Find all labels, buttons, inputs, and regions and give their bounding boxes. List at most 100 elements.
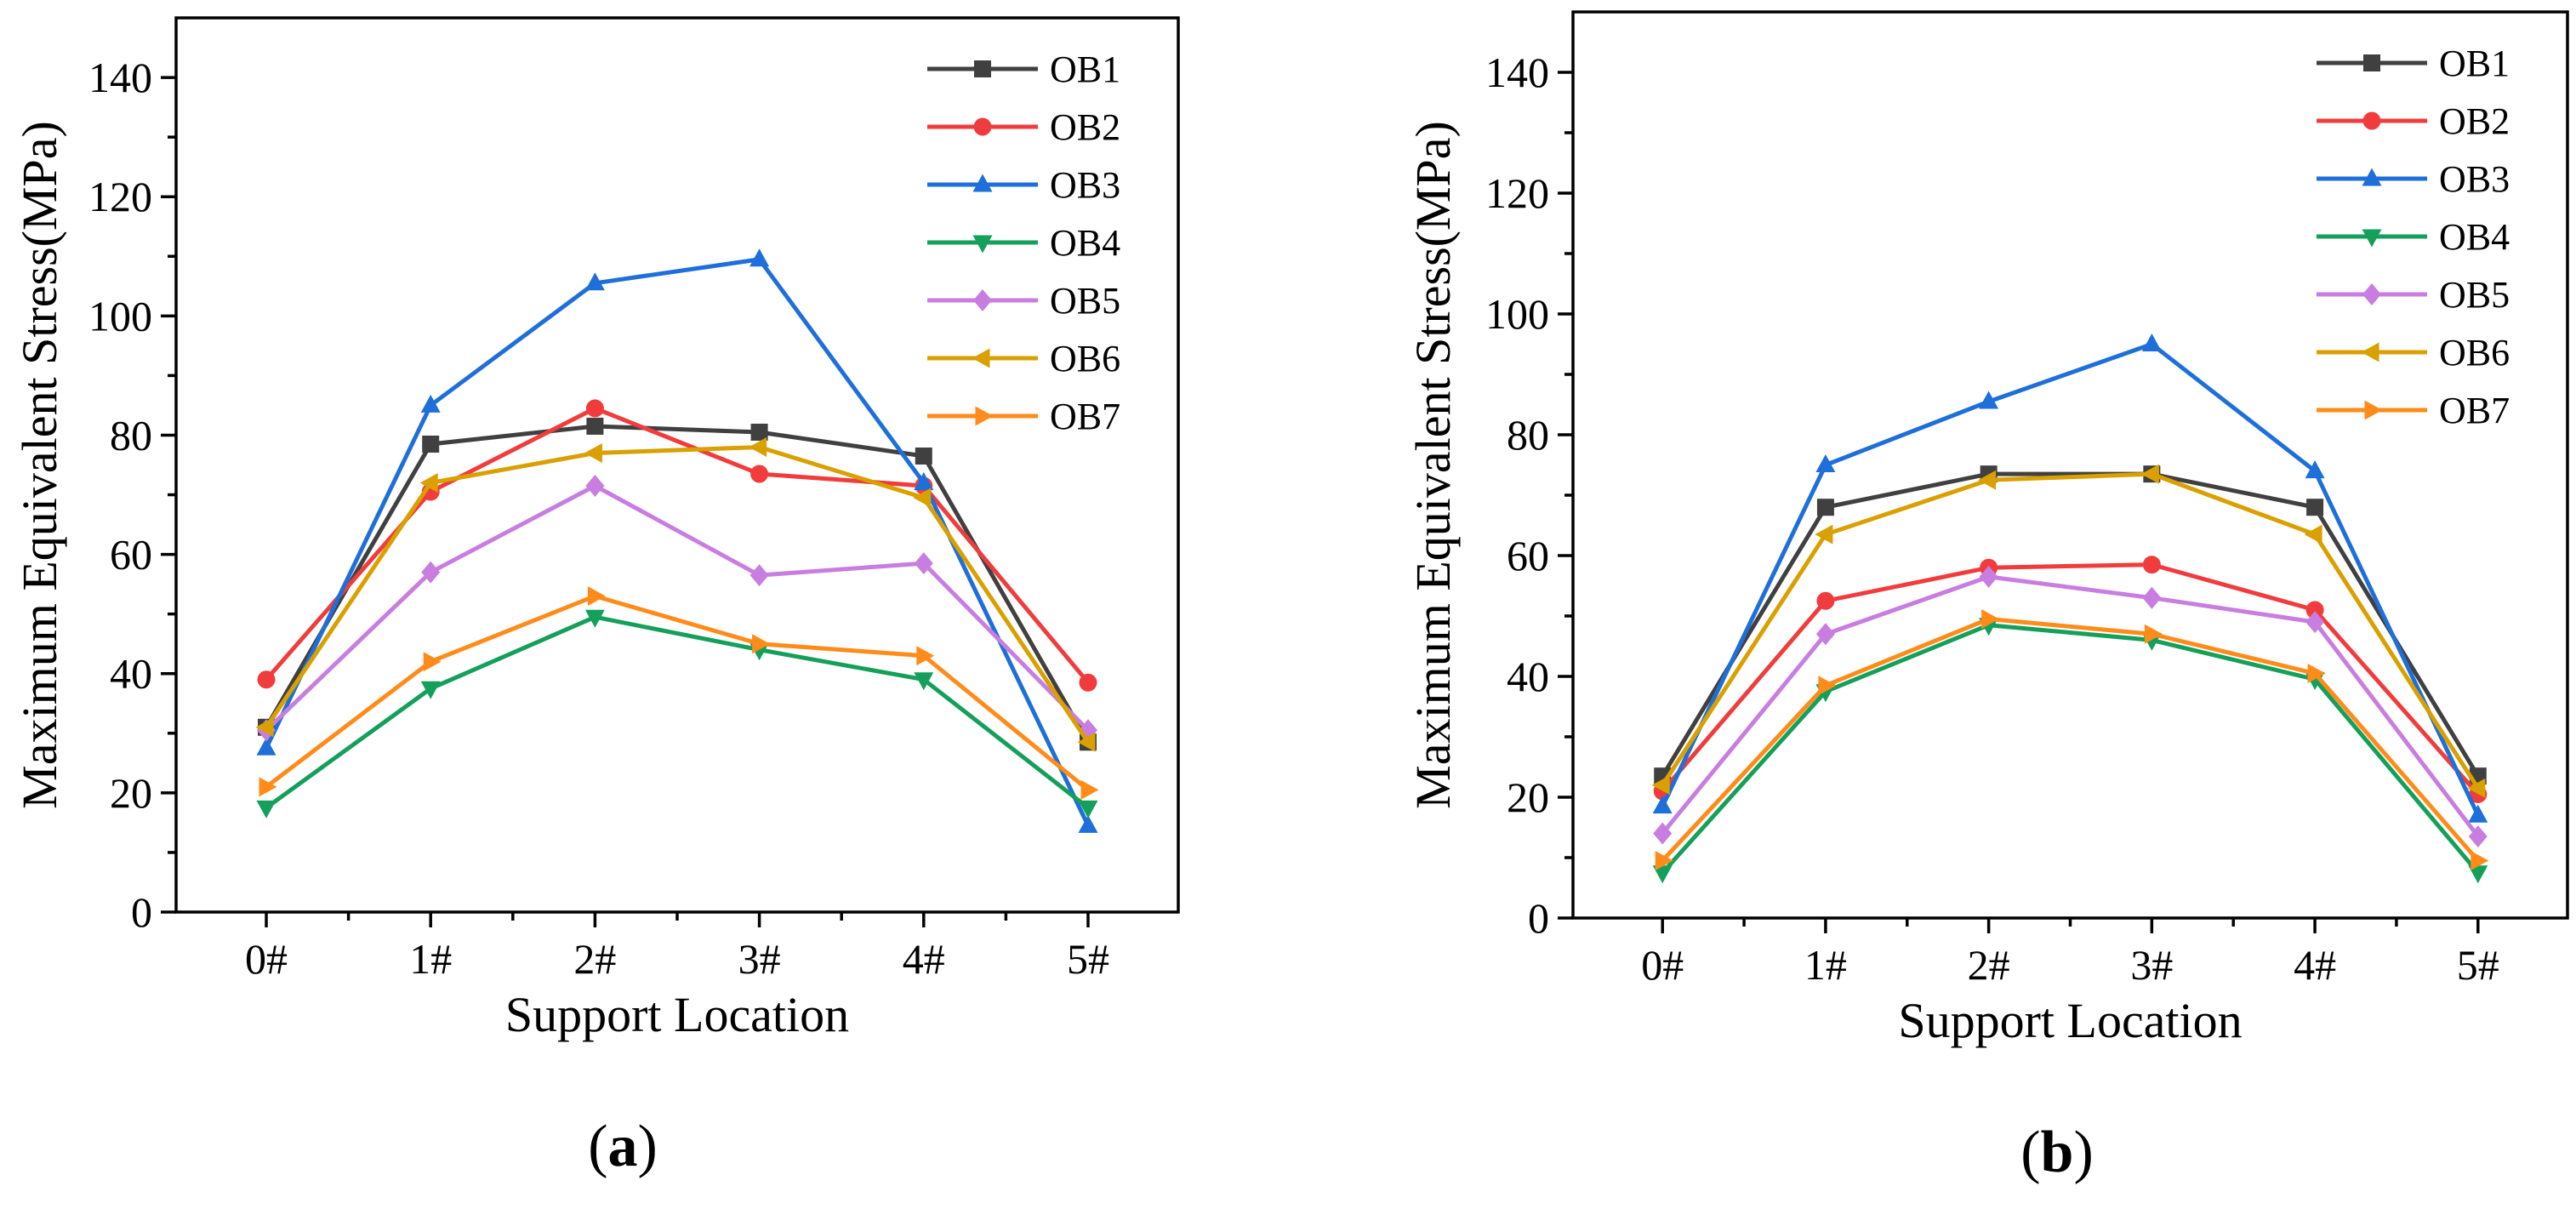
x-tick-label: 5# <box>2457 941 2499 989</box>
series-OB3 <box>1652 334 2488 823</box>
legend-label: OB2 <box>2439 100 2510 142</box>
data-point-OB2 <box>585 399 604 418</box>
data-point-OB6 <box>584 443 602 463</box>
data-point-OB2 <box>257 670 276 689</box>
series-line-OB1 <box>1661 471 2480 778</box>
x-tick-label: 3# <box>738 935 781 983</box>
data-point-OB7 <box>1655 851 1673 870</box>
series-OB2 <box>257 399 1097 692</box>
x-tick-label: 4# <box>2294 941 2336 989</box>
y-tick-label: 60 <box>1507 532 1549 579</box>
series-OB4 <box>256 609 1098 818</box>
series-OB1 <box>1654 465 2487 785</box>
y-axis-title: Maximum Equivalent Stress(MPa) <box>1405 121 1461 809</box>
data-point-OB6 <box>1978 470 1997 490</box>
legend-label: OB1 <box>1050 48 1120 90</box>
data-point-OB4 <box>584 609 605 628</box>
data-point-OB7 <box>259 777 277 797</box>
data-point-OB3 <box>749 248 770 267</box>
legend-marker-OB4 <box>2362 229 2382 248</box>
y-tick-label: 60 <box>110 531 152 579</box>
legend-marker-OB1 <box>974 60 991 77</box>
x-axis-title: Support Location <box>505 987 849 1042</box>
data-point-OB5 <box>2468 825 2488 848</box>
data-point-OB5 <box>1815 623 1835 646</box>
data-point-OB3 <box>2468 804 2488 823</box>
y-tick-label: 40 <box>110 650 152 698</box>
x-tick-label: 1# <box>409 935 452 983</box>
x-axis-title: Support Location <box>1898 993 2242 1048</box>
series-OB7 <box>259 586 1099 800</box>
x-tick-label: 3# <box>2130 941 2173 989</box>
data-point-OB6 <box>2467 778 2486 798</box>
data-point-OB6 <box>913 488 932 508</box>
series-line-OB2 <box>1661 562 2480 796</box>
data-point-OB6 <box>2304 524 2322 545</box>
series-line-OB1 <box>264 424 1091 744</box>
legend-label: OB5 <box>2439 274 2510 316</box>
data-point-OB4 <box>1078 800 1098 818</box>
data-point-OB1 <box>1816 499 1834 516</box>
data-point-OB3 <box>914 472 934 490</box>
legend-marker-OB6 <box>972 348 990 368</box>
data-point-OB4 <box>1652 865 1673 884</box>
legend-entry-OB1: OB1 <box>927 48 1120 90</box>
data-point-OB7 <box>916 646 935 666</box>
series-line-OB3 <box>1660 342 2481 817</box>
chart-panel-b: 0 20 40 60 80 100 120 140 0# 1# 2# 3# 4# 5# Support Lo… <box>1405 10 2569 1185</box>
legend-marker-OB5 <box>973 289 992 311</box>
series-OB5 <box>1653 565 2488 848</box>
data-point-OB2 <box>1816 591 1835 610</box>
legend-entry-OB7: OB7 <box>927 396 1120 437</box>
data-point-OB1 <box>586 417 604 435</box>
x-tick-label: 0# <box>245 935 288 983</box>
legend: OB1 OB2 OB3 OB4 OB5 OB6 OB7 <box>2317 43 2510 431</box>
data-point-OB3 <box>1815 454 1836 472</box>
legend-label: OB1 <box>2439 43 2510 84</box>
data-point-OB6 <box>749 437 767 457</box>
legend-label: OB4 <box>2439 216 2510 258</box>
y-tick-label: 0 <box>1528 894 1549 942</box>
legend-marker-OB6 <box>2361 342 2379 362</box>
data-point-OB5 <box>1653 822 1673 845</box>
x-tick-label: 2# <box>1968 941 2010 989</box>
y-tick-label: 0 <box>131 888 152 936</box>
series-line-OB7 <box>1661 617 2480 863</box>
legend-marker-OB1 <box>2363 54 2380 71</box>
y-tick-label: 120 <box>1485 169 1549 217</box>
legend-entry-OB7: OB7 <box>2317 390 2510 431</box>
legend-label: OB6 <box>1050 338 1120 379</box>
series-line-OB5 <box>1661 574 2480 838</box>
data-point-OB3 <box>2141 334 2162 351</box>
data-point-OB1 <box>2306 499 2324 516</box>
legend-entry-OB1: OB1 <box>2317 43 2510 84</box>
series-OB6 <box>1651 464 2486 798</box>
plot-frame <box>174 16 1180 914</box>
data-point-OB6 <box>1077 732 1096 752</box>
y-tick-label: 20 <box>110 769 152 817</box>
legend-marker-OB3 <box>972 174 993 192</box>
legend-marker-OB2 <box>973 117 992 136</box>
legend-label: OB5 <box>1050 280 1120 322</box>
data-point-OB7 <box>2471 851 2489 870</box>
data-point-OB6 <box>2140 464 2159 484</box>
legend-label: OB6 <box>2439 332 2510 374</box>
legend-entry-OB2: OB2 <box>2317 100 2510 142</box>
plot-frame <box>1571 10 2569 920</box>
series-line-OB5 <box>265 483 1090 733</box>
legend-entry-OB2: OB2 <box>927 106 1120 148</box>
legend-label: OB7 <box>2439 390 2510 431</box>
legend-label: OB7 <box>1050 396 1120 437</box>
data-point-OB2 <box>2142 556 2161 574</box>
panel-label: (a) <box>588 1114 658 1179</box>
data-point-OB3 <box>420 394 441 413</box>
legend-entry-OB5: OB5 <box>2317 274 2510 316</box>
legend-entry-OB3: OB3 <box>927 164 1120 206</box>
data-point-OB1 <box>750 423 768 441</box>
y-tick-label: 100 <box>88 292 152 339</box>
data-point-OB7 <box>2144 624 2163 644</box>
data-point-OB2 <box>2305 601 2324 619</box>
y-tick-label: 20 <box>1507 773 1549 821</box>
